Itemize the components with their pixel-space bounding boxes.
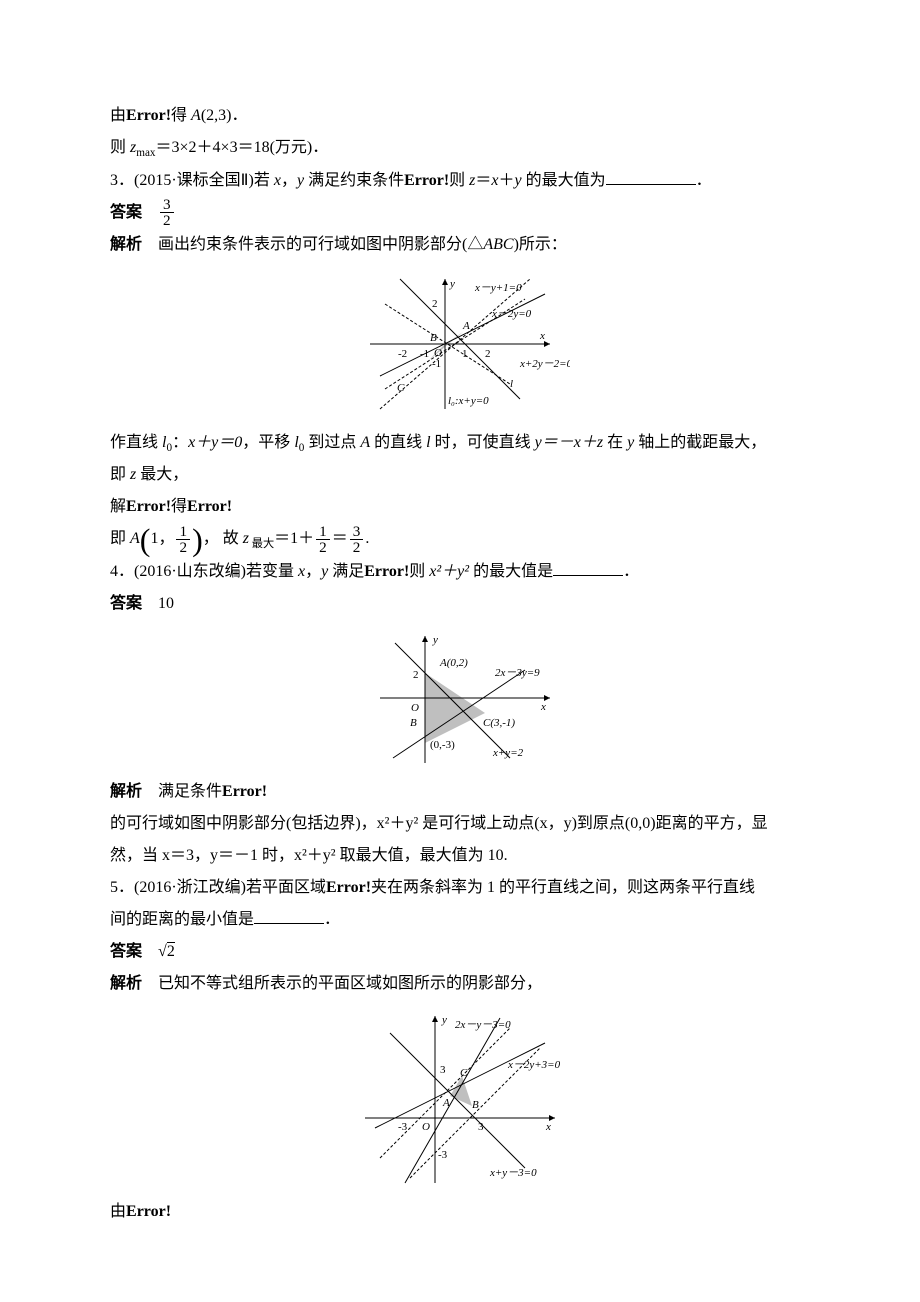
origin-label: O: [422, 1121, 430, 1133]
answer-5: 答案 √2: [110, 936, 810, 968]
figure-1: x－y+1=0 x－2y=0 x+2y－2=0 l₀:x+y=0 l A B C…: [110, 269, 810, 419]
answer-4: 答案 10: [110, 588, 810, 620]
axis-label: y: [441, 1014, 447, 1026]
line-label: l₀:x+y=0: [448, 395, 489, 407]
explain-4c: 然，当 x＝3，y＝－1 时，x²＋y² 取最大值，最大值为 10.: [110, 840, 810, 872]
line-label: x+y－3=0: [489, 1167, 537, 1179]
point-label: (0,-3): [430, 739, 455, 751]
fraction: 12: [316, 524, 330, 555]
answer-blank: [606, 168, 696, 185]
explain-3d: 解Error!得Error!: [110, 491, 810, 523]
error-token: Error!: [222, 783, 267, 800]
line-label: x－2y=0: [491, 308, 532, 320]
answer-label: 答案: [110, 943, 142, 960]
tick-label: -3: [398, 1121, 408, 1133]
error-token: Error!: [326, 879, 371, 896]
figure-2: A(0,2) C(3,-1) B O 2x－3y=9 x+y=2 (0,-3) …: [110, 628, 810, 768]
explain-3e: 即 A(1，12)， 故 z 最大＝1＋12＝32.: [110, 523, 810, 556]
line-label: x－2y+3=0: [507, 1059, 561, 1071]
explain-3c: 即 z 最大，: [110, 459, 810, 491]
tick-label: 3: [440, 1064, 446, 1076]
question-5: 5．(2016·浙江改编)若平面区域Error!夹在两条斜率为 1 的平行直线之…: [110, 872, 810, 904]
point-label: B: [430, 332, 437, 344]
svg-text:O: O: [434, 347, 442, 359]
y-arrow: [442, 279, 448, 285]
line-label: 2x－3y=9: [495, 667, 540, 679]
line-deriv-a: 由Error!得 A(2,3)．: [110, 100, 810, 132]
answer-3: 答案 32: [110, 197, 810, 229]
line-label: x+y=2: [492, 747, 524, 759]
tick-label: 1: [462, 348, 468, 360]
point-label: A: [462, 320, 470, 332]
question-3: 3．(2015·课标全国Ⅱ)若 x，y 满足约束条件Error!则 z＝x＋y …: [110, 165, 810, 197]
point-label: A(0,2): [439, 657, 468, 669]
line-zmax: 则 zmax＝3×2＋4×3＝18(万元)．: [110, 132, 810, 165]
axis-label: y: [432, 634, 438, 646]
fraction: 32: [160, 197, 174, 228]
explain-4a: 解析 满足条件Error!: [110, 776, 810, 808]
fraction: 12: [176, 524, 190, 555]
point-label: C: [397, 382, 405, 394]
axis-label: y: [449, 278, 455, 290]
origin-label: O: [411, 702, 419, 714]
tick-label: -2: [398, 348, 407, 360]
line-label: 2x－y－3=0: [455, 1019, 511, 1031]
point-label: C(3,-1): [483, 717, 515, 729]
tick-label: 2: [413, 669, 419, 681]
explain-label: 解析: [110, 975, 142, 992]
explain-3b: 作直线 l0：x＋y＝0，平移 l0 到过点 A 的直线 l 时，可使直线 y＝…: [110, 427, 810, 460]
x-arrow: [544, 341, 550, 347]
error-token: Error!: [187, 498, 232, 515]
point-label: l: [510, 378, 513, 390]
point-label: A: [442, 1097, 450, 1109]
answer-label: 答案: [110, 204, 142, 221]
answer-label: 答案: [110, 595, 142, 612]
error-token: Error!: [364, 563, 409, 580]
axis-label: x: [539, 330, 545, 342]
explain-label: 解析: [110, 236, 142, 253]
answer-blank: [553, 559, 623, 576]
error-token: Error!: [404, 172, 449, 189]
error-token: Error!: [126, 107, 171, 124]
point-label: C: [460, 1067, 468, 1079]
feasible-region: [450, 1076, 472, 1106]
tick-label: -1: [432, 358, 441, 370]
axis-label: x: [545, 1121, 551, 1133]
tick-label: 3: [478, 1121, 484, 1133]
line-label: x+2y－2=0: [519, 358, 570, 370]
y-arrow: [432, 1016, 438, 1022]
line-label: x－y+1=0: [474, 282, 522, 294]
y-arrow: [422, 636, 428, 642]
tick-label: -1: [420, 348, 429, 360]
explain-3a: 解析 画出约束条件表示的可行域如图中阴影部分(△ABC)所示：: [110, 229, 810, 261]
explain-label: 解析: [110, 783, 142, 800]
point-label: B: [472, 1099, 479, 1111]
explain-4b: 的可行域如图中阴影部分(包括边界)，x²＋y² 是可行域上动点(x，y)到原点(…: [110, 808, 810, 840]
tick-label: 2: [485, 348, 491, 360]
tick-label: -3: [438, 1149, 448, 1161]
fraction: 32: [350, 524, 364, 555]
point-label: B: [410, 717, 417, 729]
axis-label: x: [540, 701, 546, 713]
error-token: Error!: [126, 1203, 171, 1220]
question-4: 4．(2016·山东改编)若变量 x，y 满足Error!则 x²＋y² 的最大…: [110, 556, 810, 588]
line-last: 由Error!: [110, 1196, 810, 1228]
radical-icon: √2: [158, 942, 175, 960]
question-5b: 间的距离的最小值是．: [110, 904, 810, 936]
error-token: Error!: [126, 498, 171, 515]
tick-label: 2: [432, 298, 438, 310]
figure-3: 2x－y－3=0 x－2y+3=0 x+y－3=0 A B C O x y 3 …: [110, 1008, 810, 1188]
feasible-region: [425, 673, 485, 743]
answer-blank: [254, 907, 324, 924]
explain-5a: 解析 已知不等式组所表示的平面区域如图所示的阴影部分，: [110, 968, 810, 1000]
